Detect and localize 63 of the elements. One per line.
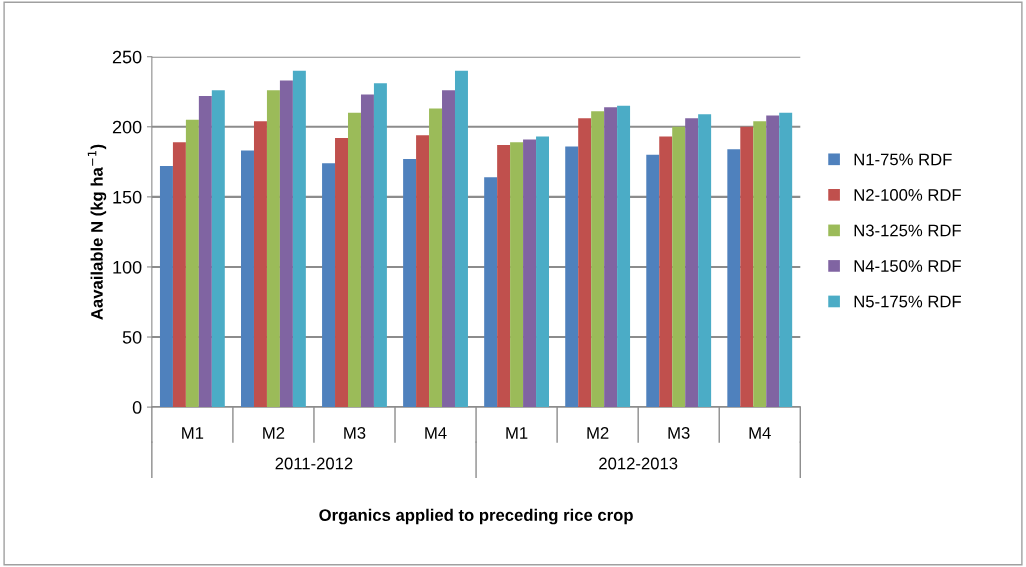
bar [253,121,267,408]
bar [659,136,673,408]
bar [429,108,443,408]
bar [591,111,605,408]
bar [241,150,254,408]
y-tick-label: 0 [132,401,142,414]
x-axis-title: Organics applied to preceding rice crop [319,508,633,525]
bar [211,90,225,408]
bar [617,105,631,408]
y-tick-label: 100 [113,260,142,274]
text: 2012-2013 [599,457,678,470]
bar [266,90,280,408]
bar [292,70,306,408]
legend-label: N5-175% RDF [854,295,961,308]
y-axis-title: Aavailable N (kg ha$^{−1}$) [87,144,107,320]
legend-label: N3-125% RDF [854,224,961,237]
x-tick-label: M4 [749,427,771,439]
bar [565,146,579,408]
bar [753,121,767,408]
bar [484,177,498,408]
bar [403,159,417,408]
bar [740,126,754,408]
bar [454,70,468,408]
bar [698,114,712,408]
bar [578,118,592,408]
bar [510,142,524,408]
text: 2011-2012 [275,457,353,470]
bar [416,135,430,408]
bar [672,126,686,408]
bar [523,139,537,408]
y-tick-label: 250 [112,50,142,64]
bar [536,136,550,408]
bar [727,149,741,408]
bar [497,145,511,408]
x-tick-label: M1 [182,427,204,439]
y-tick-label: 200 [112,120,142,134]
bar [322,163,336,408]
y-tick-label: 50 [122,330,142,344]
x-tick-label: M2 [587,426,609,439]
bar [604,107,618,408]
x-tick-label: M3 [344,426,366,439]
bar [646,154,660,408]
x-tick-label: M4 [425,427,447,439]
x-tick-label: M2 [263,426,285,439]
bar [198,95,212,408]
x-tick-label: M1 [506,427,528,439]
bar [779,112,793,408]
y-tick-label: 150 [113,190,142,204]
bar [360,94,374,408]
bar [185,119,199,408]
bar [159,166,173,408]
bar [373,83,387,408]
legend-label: N2-100% RDF [854,189,961,201]
bar [335,137,348,408]
legend-label: N1-75% RDF [854,153,952,166]
bar [348,112,361,408]
bar [442,90,455,408]
x-tick-label: M3 [668,426,690,439]
legend-label: N4-150% RDF [854,260,961,272]
bar [766,115,780,408]
bar [172,142,186,408]
bar [685,118,699,408]
bar [279,80,293,408]
